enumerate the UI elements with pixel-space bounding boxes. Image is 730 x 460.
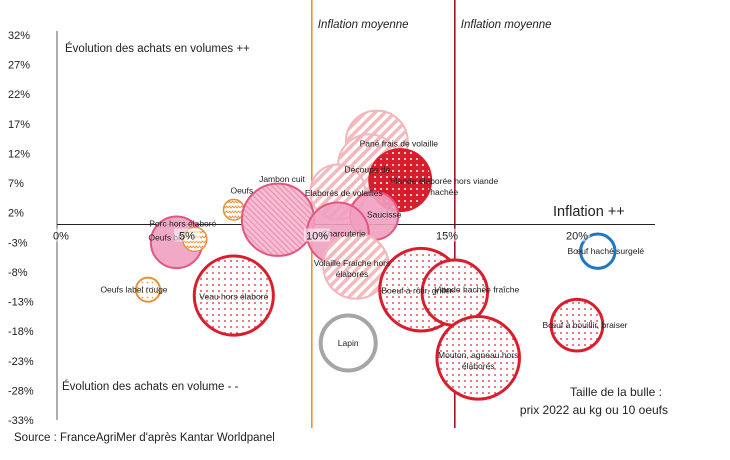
- bubble-label-16: Mouton, agneau hors élaborés: [438, 350, 518, 371]
- annotation-inflation: Inflation ++: [553, 204, 625, 220]
- x-tick-label: 0%: [53, 231, 69, 243]
- bubble-4: [134, 276, 162, 303]
- bubble-label-1: Oeufs: [230, 186, 253, 196]
- bubble-label-13: Boeuf à rôtir, griller: [381, 286, 453, 296]
- bubble-label-14: Viande hachée fraîche: [434, 285, 519, 295]
- x-tick-label: 5%: [179, 231, 195, 243]
- bubble-16: [435, 315, 521, 401]
- size-legend-line1: Taille de la bulle :: [570, 385, 662, 399]
- y-tick-label: -23%: [8, 356, 34, 368]
- y-tick-label: 32%: [8, 30, 30, 42]
- bubble-18: [579, 232, 617, 270]
- y-tick-label: 2%: [8, 208, 24, 220]
- bubble-label-18: Bœuf haché surgelé: [568, 246, 645, 256]
- y-tick-label: -18%: [8, 326, 34, 338]
- annotation-volume-down: Évolution des achats en volume - -: [62, 380, 239, 393]
- x-tick-label: 10%: [306, 231, 328, 243]
- x-tick-bg: [48, 228, 74, 242]
- bubble-label-5: Veau hors élaboré: [199, 292, 268, 302]
- x-tick-label: 15%: [436, 231, 458, 243]
- x-tick-bg: [564, 228, 590, 242]
- bubble-label-4: Oeufs label rouge: [100, 285, 167, 295]
- bubble-label-12: Volaille Fraiche hors élaborés: [314, 258, 391, 279]
- y-tick-label: -13%: [8, 297, 34, 309]
- bubble-label-9: Elaborés de volailles: [305, 188, 383, 198]
- bubble-label-15: Lapin: [338, 338, 359, 348]
- bubble-label-0: Oeufs bio: [148, 232, 185, 242]
- bubble-label-17: Bœuf à bouillir, braiser: [542, 320, 627, 330]
- x-tick-label: 20%: [566, 231, 588, 243]
- y-tick-label: -8%: [8, 267, 28, 279]
- x-tick-bg: [434, 228, 460, 242]
- y-tick-label: 12%: [8, 148, 30, 160]
- bubble-label-6: Pané frais de volaille: [360, 139, 439, 149]
- reference-line-label-1: Inflation moyenne: [461, 19, 552, 31]
- bubble-17: [549, 297, 605, 353]
- bubble-label-3: Jambon cuit: [259, 174, 305, 184]
- bubble-5: [192, 254, 275, 337]
- bubble-label-10: Saucisse: [367, 210, 402, 220]
- y-tick-label: 7%: [8, 178, 24, 190]
- y-tick-label: 22%: [8, 89, 30, 101]
- bubble-label-2: Porc hors élaboré: [149, 218, 216, 228]
- bubble-label-8: Viande élaborée hors viande hachée: [390, 176, 498, 197]
- y-tick-label: -28%: [8, 385, 34, 397]
- source-note: Source : FranceAgriMer d'après Kantar Wo…: [14, 432, 275, 444]
- annotation-volume-up: Évolution des achats en volumes ++: [65, 42, 250, 55]
- y-tick-label: 17%: [8, 119, 30, 131]
- bubble-label-11: Charcuterie: [322, 228, 366, 238]
- y-tick-label: -3%: [8, 237, 28, 249]
- reference-line-label-0: Inflation moyenne: [318, 19, 409, 31]
- x-tick-bg: [174, 228, 200, 242]
- x-tick-bg: [304, 228, 330, 242]
- bubble-15: [318, 313, 378, 373]
- size-legend-line2: prix 2022 au kg ou 10 oeufs: [520, 403, 668, 417]
- y-tick-label: 27%: [8, 60, 30, 72]
- y-tick-label: -33%: [8, 415, 34, 427]
- bubble-label-7: Découpe de...: [345, 164, 398, 174]
